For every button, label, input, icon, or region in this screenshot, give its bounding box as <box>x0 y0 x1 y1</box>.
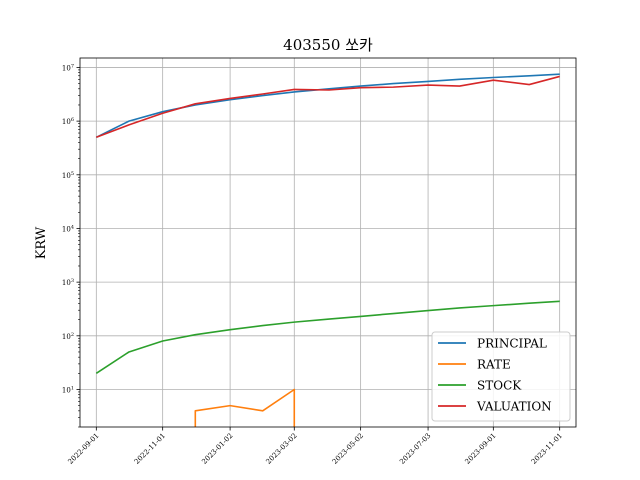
y-tick-base: 10 <box>62 118 71 126</box>
y-tick-exponent: 6 <box>71 117 74 123</box>
y-tick-exponent: 7 <box>71 63 74 69</box>
series-line-rate <box>194 388 296 427</box>
y-tick-label: 102 <box>62 332 74 341</box>
y-tick-label: 104 <box>62 224 74 233</box>
y-tick-exponent: 4 <box>71 224 74 230</box>
legend-label: VALUATION <box>476 400 552 414</box>
y-tick-base: 10 <box>62 225 71 233</box>
y-tick-base: 10 <box>62 64 71 72</box>
series-line-valuation <box>96 75 560 139</box>
y-tick-base: 10 <box>62 172 71 180</box>
series-layer <box>95 73 560 427</box>
y-tick-exponent: 3 <box>71 278 74 284</box>
y-tick-label: 103 <box>62 278 74 287</box>
legend-box <box>431 331 571 422</box>
plot-frame <box>79 57 577 428</box>
series-line-stock <box>95 300 560 374</box>
y-tick-base: 10 <box>62 279 71 287</box>
legend-label: RATE <box>477 358 511 372</box>
y-tick-label: 107 <box>62 63 74 72</box>
legend-label: STOCK <box>477 379 522 393</box>
y-tick-exponent: 5 <box>71 171 74 177</box>
y-tick-label: 105 <box>62 171 74 180</box>
y-tick-exponent: 2 <box>71 332 74 338</box>
y-tick-base: 10 <box>62 386 71 394</box>
chart-title: 403550 쏘카 <box>283 36 373 54</box>
y-tick-label: 101 <box>62 385 74 394</box>
legend: PRINCIPAL RATE STOCK VALUATION <box>431 331 571 422</box>
y-tick-base: 10 <box>62 333 71 341</box>
legend-label: PRINCIPAL <box>477 337 547 351</box>
y-tick-label: 106 <box>62 117 74 126</box>
y-tick-exponent: 1 <box>71 385 74 391</box>
y-axis-label: KRW <box>34 226 49 259</box>
